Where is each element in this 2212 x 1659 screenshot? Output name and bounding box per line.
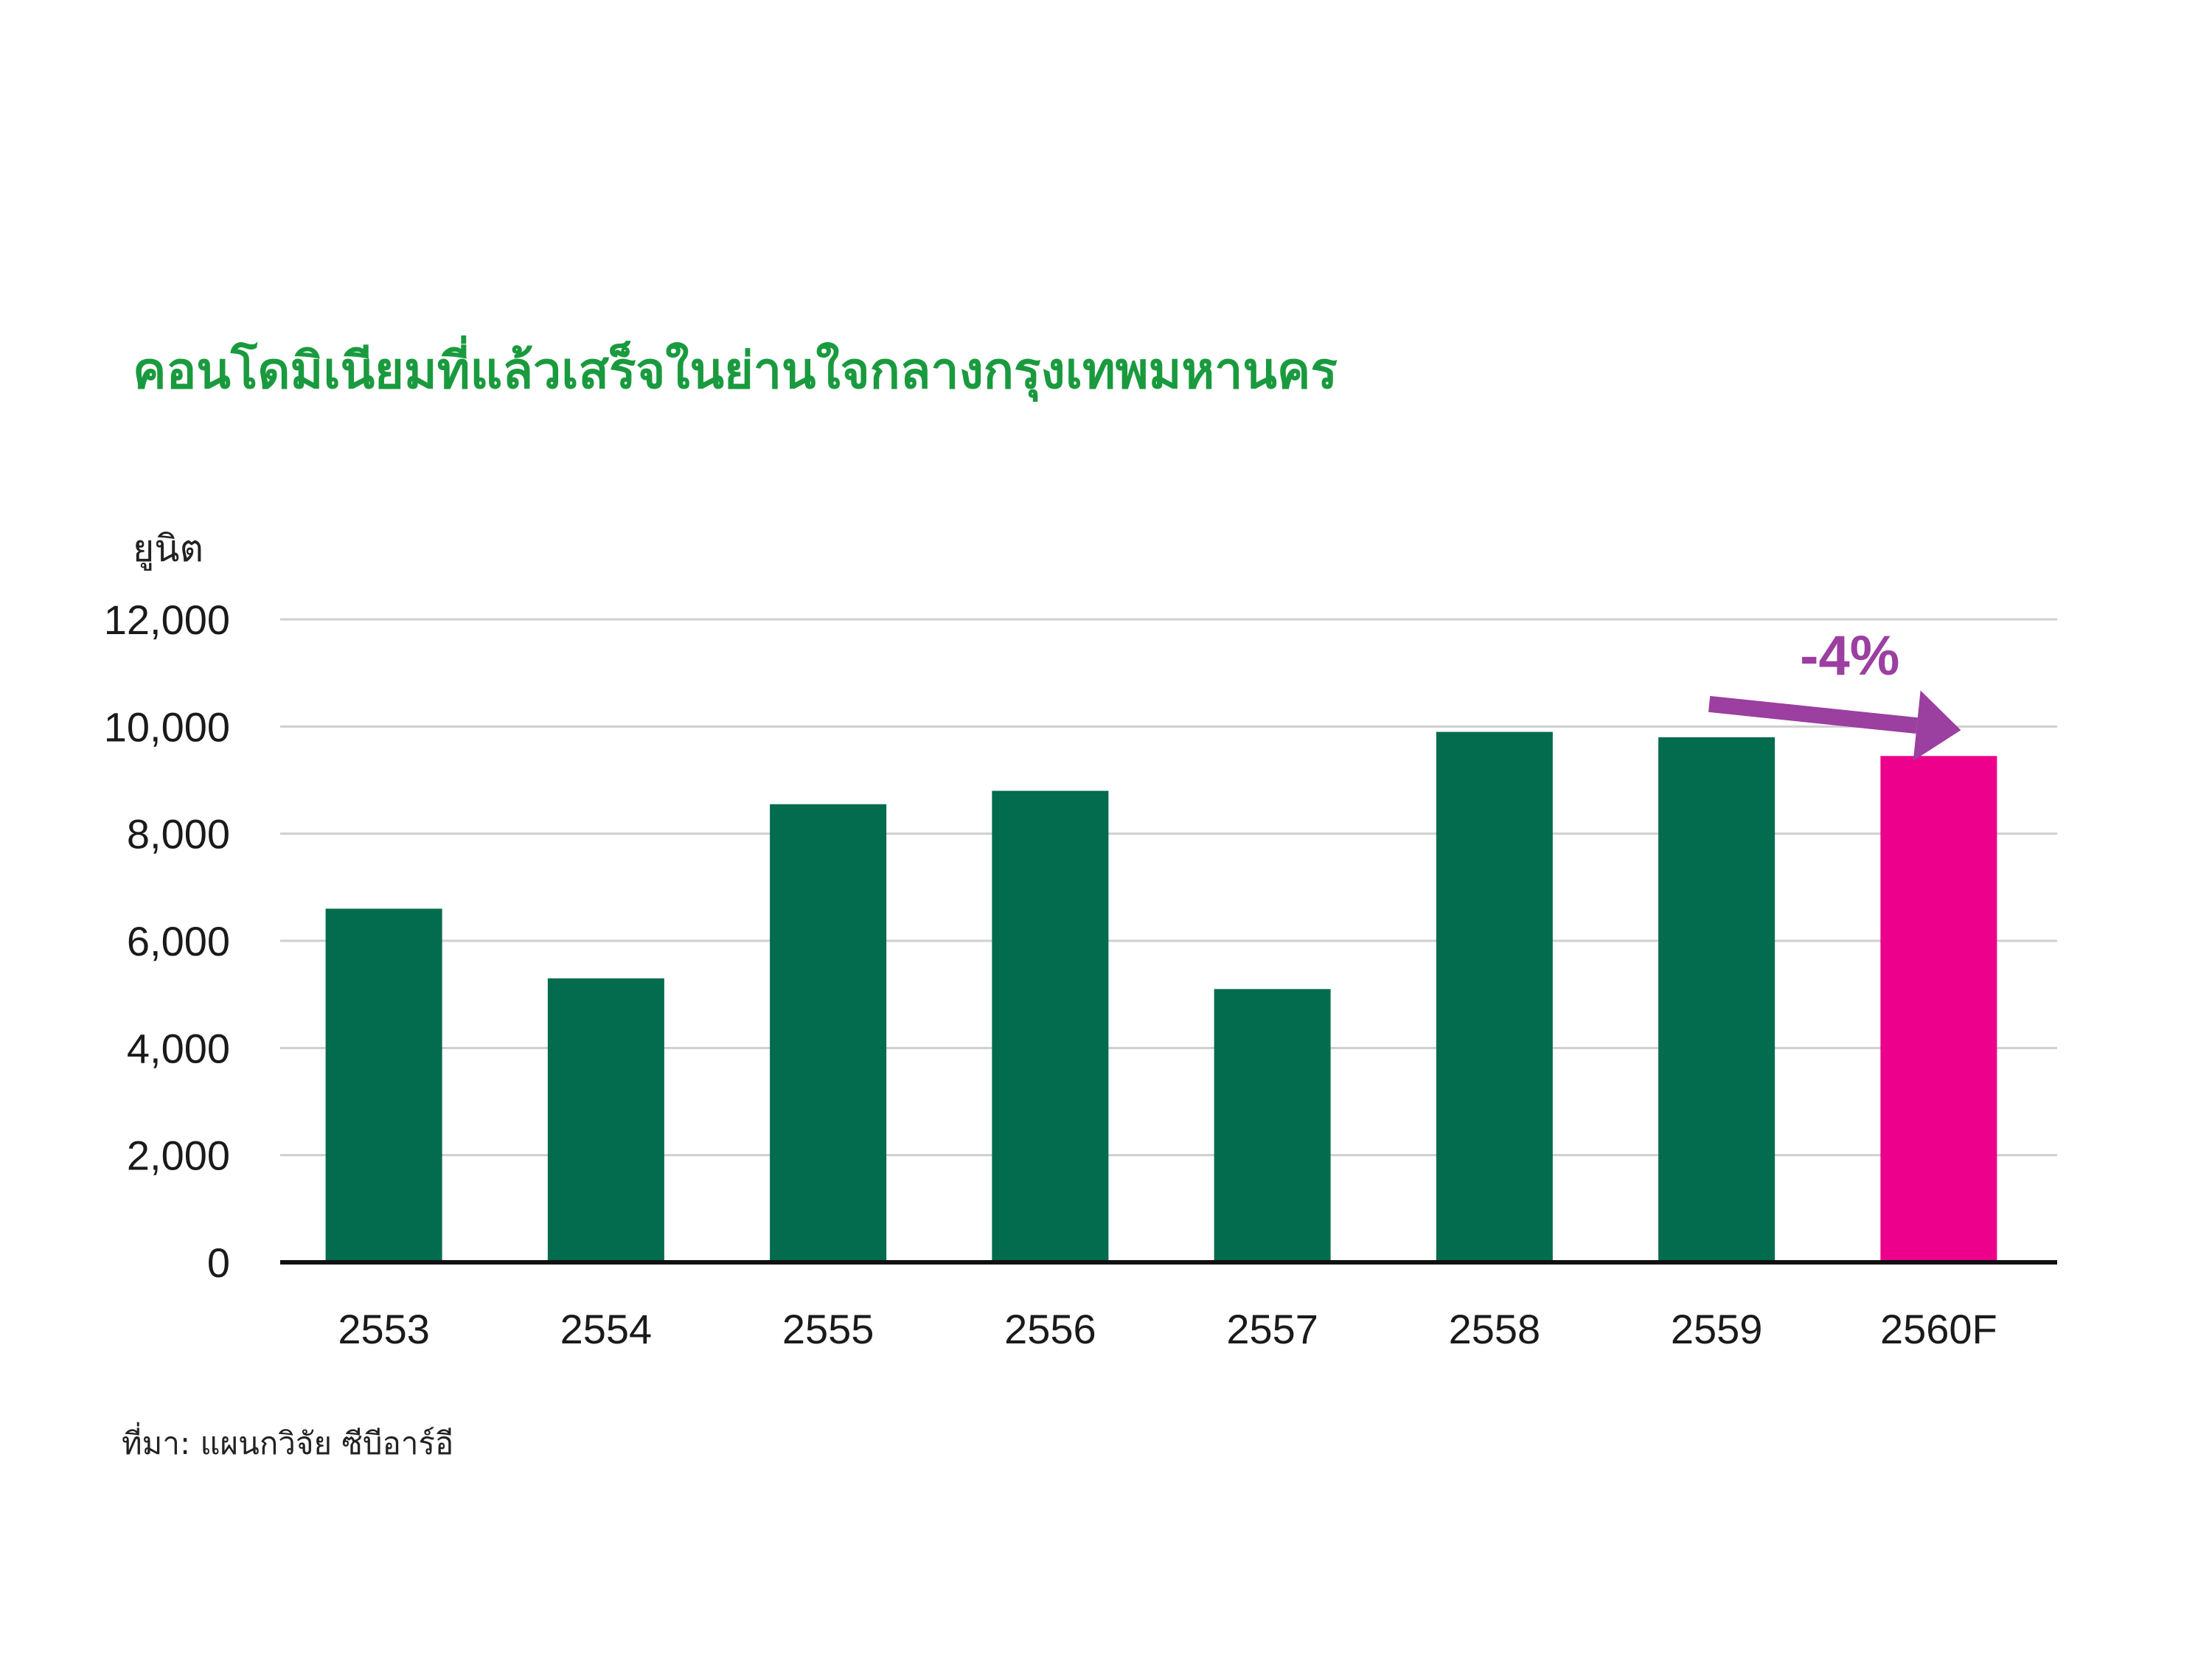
bar-2553 — [325, 908, 442, 1262]
y-tick-label: 6,000 — [127, 918, 230, 964]
annotation-arrow-shaft — [1708, 695, 1918, 734]
x-tick-label: 2557 — [1226, 1306, 1318, 1352]
bar-2560F — [1880, 756, 1997, 1262]
bar-2558 — [1436, 731, 1553, 1262]
bar-2557 — [1214, 989, 1331, 1262]
bar-2559 — [1658, 737, 1775, 1262]
x-tick-label: 2555 — [782, 1306, 874, 1352]
gridlines — [280, 618, 2057, 1157]
y-tick-label: 0 — [207, 1239, 230, 1286]
y-axis-unit-label: ยูนิต — [133, 527, 204, 570]
x-tick-label: 2558 — [1449, 1306, 1541, 1352]
x-tick-label: 2560F — [1880, 1306, 1997, 1352]
annotation-arrow-head — [1913, 690, 1961, 761]
bar-2554 — [547, 978, 664, 1262]
x-tick-label: 2556 — [1004, 1306, 1096, 1352]
annotation: -4% — [1708, 625, 1961, 761]
bar-2555 — [770, 804, 887, 1262]
y-tick-label: 8,000 — [127, 811, 230, 858]
labels: 0 2,000 4,000 6,000 8,000 10,000 12,000 2553 255… — [104, 597, 1997, 1352]
x-tick-label: 2554 — [560, 1306, 653, 1352]
bar-2556 — [992, 790, 1109, 1262]
x-tick-label: 2553 — [338, 1306, 430, 1352]
x-tick-label: 2559 — [1671, 1306, 1763, 1352]
chart-title: คอนโดมิเนียมที่แล้วเสร็จในย่านใจกลางกรุง… — [133, 342, 1338, 400]
bars — [325, 731, 1997, 1262]
annotation-label: -4% — [1800, 625, 1899, 687]
y-tick-label: 10,000 — [104, 703, 230, 750]
source-note: ที่มา: แผนกวิจัย ซีบีอาร์อี — [122, 1425, 454, 1461]
y-tick-label: 4,000 — [127, 1025, 230, 1071]
y-tick-label: 2,000 — [127, 1133, 230, 1179]
y-tick-label: 12,000 — [104, 597, 230, 643]
